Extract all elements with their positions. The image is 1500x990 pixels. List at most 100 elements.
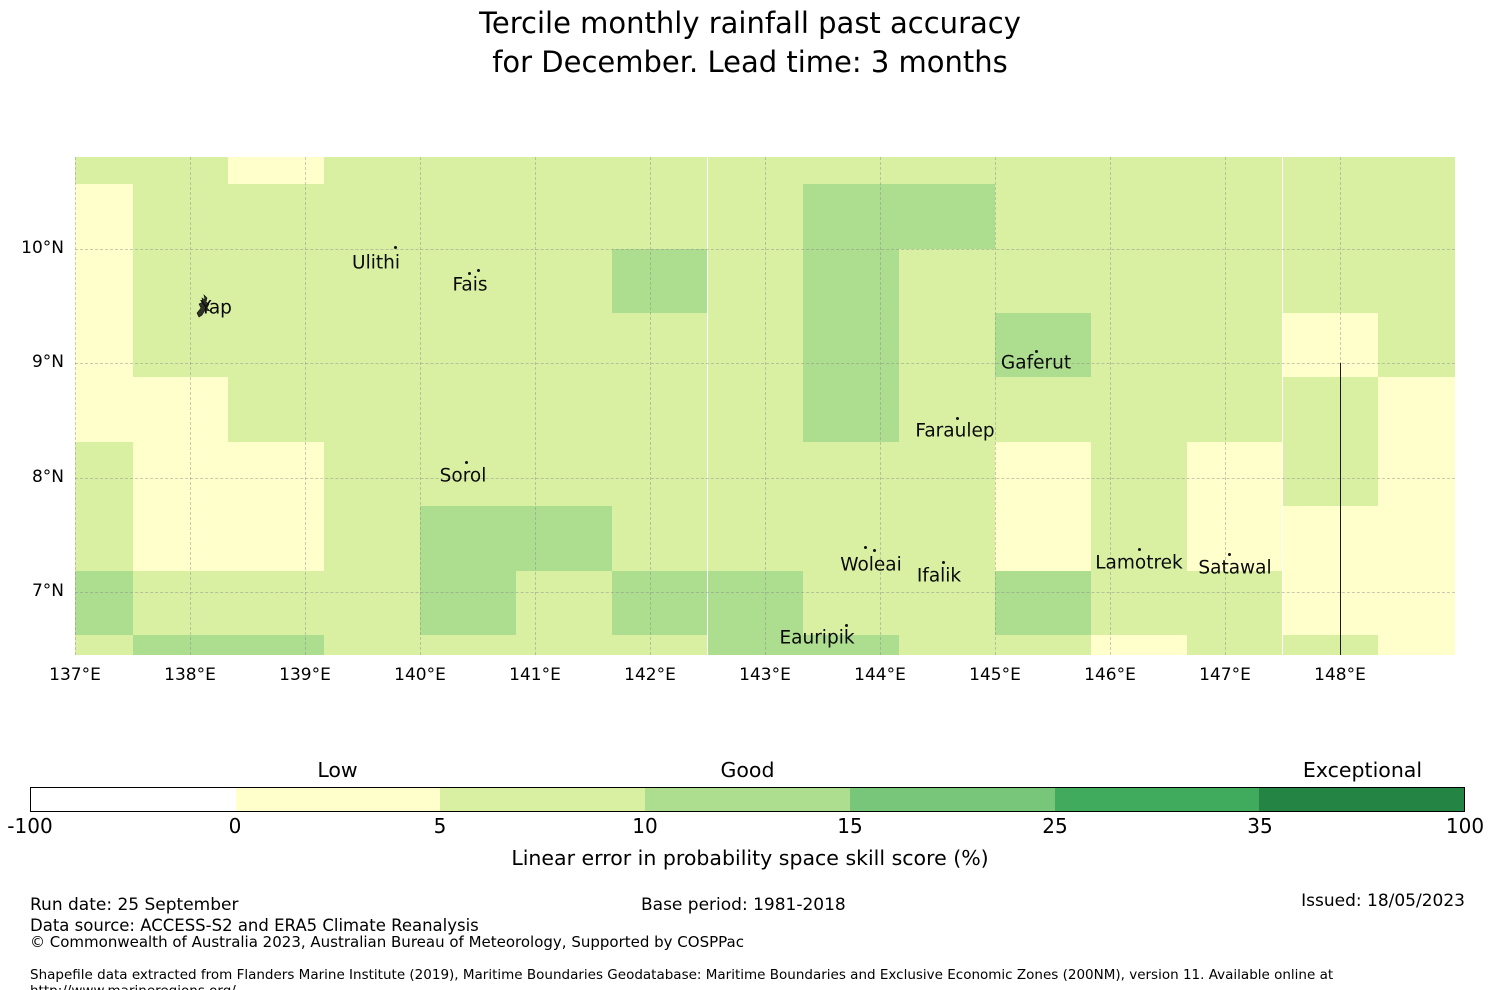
x-tick-label: 137°E (49, 665, 101, 685)
gridline-meridian (535, 157, 536, 655)
map-cell (1090, 441, 1187, 507)
colorbar-tick-label: 25 (1042, 814, 1068, 838)
fais-island-marker (477, 269, 480, 272)
map-cell (803, 377, 900, 442)
woleai-island-label: Woleai (840, 554, 902, 576)
map-cell (515, 184, 612, 249)
gridline-parallel (75, 592, 1455, 594)
map-cell (324, 184, 420, 249)
map-cell (515, 248, 612, 313)
data-source-text: Data source: ACCESS-S2 and ERA5 Climate … (30, 916, 479, 935)
map-cell (707, 634, 804, 655)
map-cell (803, 248, 900, 313)
map-cell (420, 157, 516, 185)
map-cell (1282, 634, 1379, 655)
map-cell (515, 570, 612, 635)
map-cell (228, 506, 325, 571)
x-tick-label: 146°E (1084, 665, 1136, 685)
map-cell (132, 312, 229, 378)
map-cell (995, 184, 1091, 249)
colorbar-tick-label: 15 (837, 814, 863, 838)
x-tick-label: 147°E (1199, 665, 1251, 685)
map-cell (611, 312, 708, 378)
gridline-meridian (650, 157, 651, 655)
map-cell (803, 506, 900, 571)
map-cell (228, 248, 325, 313)
map-cell (899, 157, 995, 185)
gaferut-island-marker (1035, 350, 1038, 353)
map-cell (803, 312, 900, 378)
map-cell (707, 312, 804, 378)
yap-island-label: Yap (200, 297, 232, 319)
map-cell (707, 570, 804, 635)
x-tick-label: 143°E (739, 665, 791, 685)
map-cell (228, 634, 325, 655)
ifalik-island-label: Ifalik (916, 565, 962, 587)
issued-date-text: Issued: 18/05/2023 (1301, 891, 1465, 911)
map-cell (611, 157, 708, 185)
map-cell (75, 184, 133, 249)
map-cell (899, 570, 995, 635)
colorbar-axis-label: Linear error in probability space skill … (511, 846, 989, 870)
map-cell (1186, 248, 1283, 313)
map-cell (1186, 570, 1283, 635)
map-cell (515, 441, 612, 507)
colorbar-class-label: Low (317, 758, 358, 782)
map-cell (75, 634, 133, 655)
colorbar-tick-label: 10 (632, 814, 658, 838)
map-cell (1090, 184, 1187, 249)
map-cell (611, 184, 708, 249)
faraulep-island-marker (956, 417, 959, 420)
map-cell (420, 634, 516, 655)
gridline-meridian (765, 157, 766, 655)
lamotrek-island-label: Lamotrek (1095, 552, 1183, 574)
map-cell (707, 377, 804, 442)
map-cell (228, 570, 325, 635)
x-tick-label: 139°E (279, 665, 331, 685)
map-cell (420, 377, 516, 442)
map-cell (420, 184, 516, 249)
map-cell (707, 248, 804, 313)
copyright-text: © Commonwealth of Australia 2023, Austra… (30, 933, 744, 951)
map-cell (515, 634, 612, 655)
gridline-meridian (190, 157, 191, 655)
gridline-parallel (75, 477, 1455, 479)
map-cell (611, 441, 708, 507)
map-cell (611, 634, 708, 655)
colorbar-tick-label: 5 (433, 814, 447, 838)
map-cell (324, 634, 420, 655)
fais-island-marker (468, 272, 471, 275)
map-cell (515, 377, 612, 442)
chart-title-line1: Tercile monthly rainfall past accuracy (479, 6, 1021, 40)
map-cell (228, 441, 325, 507)
map-cell (75, 248, 133, 313)
sorol-island-marker (465, 461, 468, 464)
colorbar-segment (645, 788, 850, 811)
x-tick-label: 144°E (854, 665, 906, 685)
x-tick-label: 138°E (164, 665, 216, 685)
x-tick-label: 148°E (1314, 665, 1366, 685)
map-cell (228, 377, 325, 442)
map-cell (611, 377, 708, 442)
map-cell (995, 312, 1091, 378)
map-cell (420, 248, 516, 313)
base-period-text: Base period: 1981-2018 (641, 895, 846, 915)
map-cell (420, 441, 516, 507)
map-cell (707, 506, 804, 571)
map-cell (1282, 377, 1379, 442)
map-cell (1186, 184, 1283, 249)
map-cell (132, 634, 229, 655)
map-cell (515, 312, 612, 378)
colorbar-tick-label: 100 (1445, 814, 1485, 838)
x-tick-label: 142°E (624, 665, 676, 685)
y-tick-label: 7°N (31, 581, 64, 602)
map-cell (1090, 377, 1187, 442)
map-plot: Yap Ulithi Fais Sorol Gaferut Faraulep Woleai I… (75, 157, 1455, 655)
map-cell (1378, 157, 1455, 185)
fais-island-label: Fais (452, 274, 488, 296)
map-cell (420, 506, 516, 571)
map-cell (324, 506, 420, 571)
gridline-meridian (305, 157, 306, 655)
colorbar-class-label: Exceptional (1302, 758, 1423, 782)
